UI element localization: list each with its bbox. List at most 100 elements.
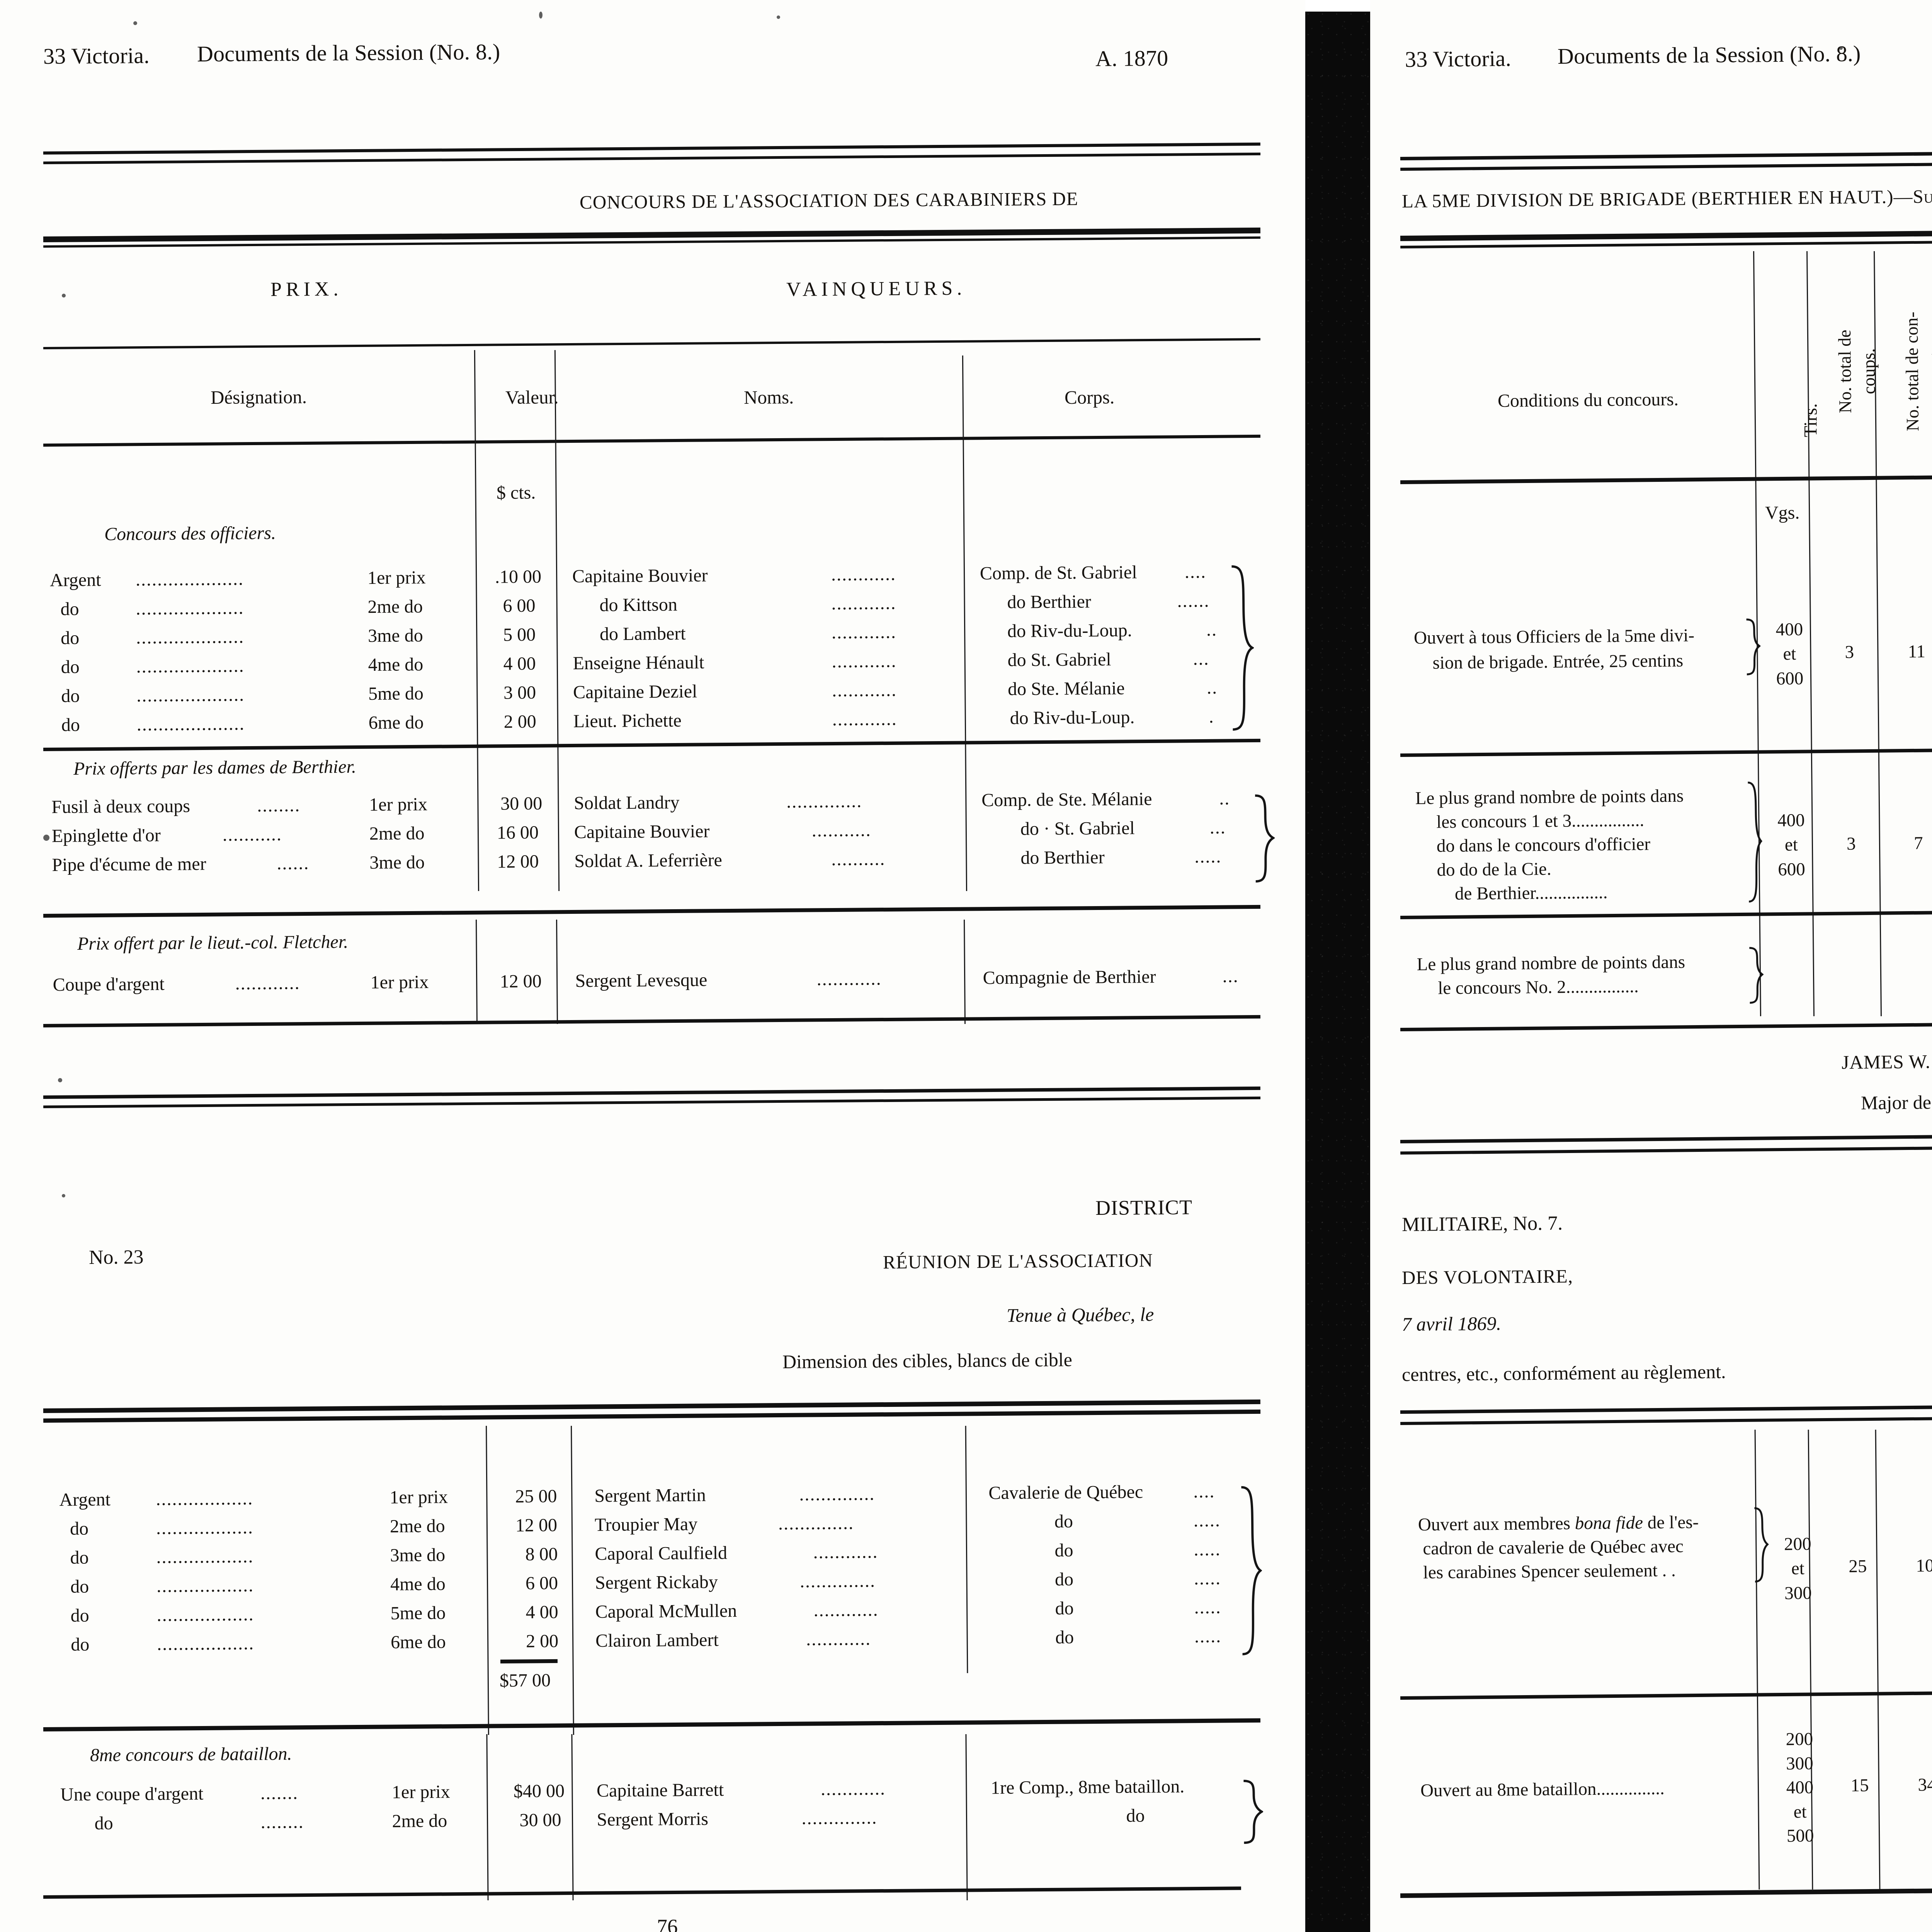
rule-table2-bottom — [43, 1886, 1241, 1899]
row-corps: Cavalerie de Québec — [988, 1481, 1143, 1503]
row-nom: Sergent Morris — [597, 1808, 709, 1830]
column-header-corps: Corps. — [1064, 386, 1115, 408]
row-designation: Pipe d'écume de mer — [52, 854, 206, 876]
row-corps-leader: ... — [1193, 648, 1209, 669]
row-designation: Coupe d'argent — [53, 973, 165, 995]
row-condition-line: de Berthier................ — [1454, 882, 1608, 904]
row-valeur: 12 00 — [500, 971, 542, 992]
row-corps-leader: ..... — [1194, 1539, 1221, 1560]
row-tirs: 400 et 600 — [1777, 810, 1805, 880]
vline2-noms-corps — [965, 1425, 968, 1673]
row-rank: 4me do — [390, 1573, 446, 1595]
rule-table1-bottom — [43, 1015, 1260, 1027]
row-corps-leader: .. — [1206, 677, 1218, 698]
row-nom: Capitaine Deziel — [573, 681, 697, 703]
rule-section-1-2 — [43, 738, 1260, 751]
row-corps: do Ste. Mélanie — [1007, 678, 1125, 699]
row-condition-line: Ouvert aux membres bona fide de l'es- — [1418, 1512, 1699, 1535]
row-corps-leader: ..... — [1194, 1568, 1221, 1589]
row-corps-leader: ... — [1209, 817, 1226, 838]
row-condition-line: sion de brigade. Entrée, 25 centins — [1432, 650, 1684, 673]
row-nom-leader: ........... — [811, 820, 872, 841]
row-nom: Sergent Levesque — [575, 969, 707, 992]
row-condition-line: Ouvert à tous Officiers de la 5me divi- — [1413, 625, 1695, 648]
rule-group-header — [43, 338, 1260, 349]
row-designation: Une coupe d'argent — [60, 1783, 204, 1805]
row-designation: do — [70, 1576, 89, 1597]
row-nom: Capitaine Bouvier — [572, 565, 708, 587]
row-rank: 2me do — [369, 823, 425, 844]
scan-speckle — [62, 294, 66, 298]
row-valeur: 12 00 — [515, 1515, 558, 1536]
district-heading: DISTRICT — [1095, 1196, 1193, 1219]
row-valeur: 4 00 — [526, 1602, 558, 1623]
row-nom: Caporal McMullen — [595, 1600, 737, 1622]
row-rank: 6me do — [390, 1631, 446, 1653]
tenue-line: Tenue à Québec, le — [1006, 1303, 1154, 1326]
row-designation: do — [61, 685, 80, 706]
vline3-noms-corps — [965, 1734, 968, 1900]
scan-speckle — [43, 835, 49, 841]
row-leader: .................. — [157, 1633, 255, 1655]
rule-before-8me — [43, 1718, 1260, 1731]
row-designation: do — [70, 1518, 89, 1539]
row-corps: do — [1054, 1569, 1074, 1590]
row-rank: 3me do — [369, 852, 425, 873]
brace-icon — [1240, 1486, 1262, 1656]
row-leader: ........ — [260, 1811, 304, 1833]
row-nom: Enseigne Hénault — [573, 652, 704, 674]
section-title-8me: 8me concours de bataillon. — [90, 1743, 292, 1765]
row-leader: .................. — [156, 1604, 254, 1626]
row-rank: 1er prix — [391, 1781, 450, 1803]
vline-noms-corps — [962, 355, 968, 891]
row-corps: 1re Comp., 8me bataillon. — [990, 1776, 1185, 1798]
rule-rtable2-mid — [1400, 1685, 1932, 1700]
brace-icon — [1253, 794, 1275, 884]
row-leader: .................. — [156, 1488, 253, 1510]
rule-rrow-1-2 — [1400, 742, 1932, 757]
signature-name: JAMES W. HANSON, Lieut.-Col., — [1841, 1049, 1932, 1073]
row-condition-line: Ouvert au 8me bataillon............... — [1420, 1778, 1665, 1801]
row-nom-leader: ............ — [813, 1599, 879, 1621]
row-nom: do Kittson — [599, 594, 678, 616]
row-valeur: 4 00 — [503, 653, 536, 674]
row-rank: 1er prix — [389, 1486, 448, 1508]
column-header-noms: Noms. — [743, 386, 794, 408]
row-designation: do — [71, 1634, 90, 1655]
row-nom: do Lambert — [599, 623, 686, 645]
row-coups: 3 — [1845, 642, 1854, 662]
row-corps-leader: .... — [1184, 561, 1207, 582]
vline-designation-valeur — [476, 919, 478, 1024]
row-valeur: .10 00 — [495, 566, 542, 587]
row-valeur: 6 00 — [525, 1573, 558, 1594]
row-tirs: 200 300 400 et 500 — [1786, 1729, 1814, 1846]
row-corps: do — [1055, 1627, 1074, 1648]
row-valeur: 25 00 — [515, 1486, 557, 1507]
row-corps: do Riv-du-Loup. — [1010, 707, 1135, 728]
row-nom-leader: .............. — [778, 1512, 854, 1534]
group-header-vainqueurs: VAINQUEURS. — [786, 277, 966, 301]
left-caption: CONCOURS DE L'ASSOCIATION DES CARABINIER… — [579, 188, 1078, 213]
row-condition-line: Le plus grand nombre de points dans — [1415, 786, 1684, 809]
row-nom: Soldat Landry — [574, 792, 680, 814]
rule-head-double — [1400, 146, 1932, 172]
row-nom-leader: ............ — [832, 651, 897, 672]
row-condition-line: les concours 1 et 3................ — [1436, 810, 1645, 832]
row-corps-leader: ... — [1222, 966, 1239, 986]
rule-table2-top — [43, 1399, 1261, 1423]
row-corps: do · St. Gabriel — [1020, 818, 1135, 839]
row-corps-leader: ..... — [1194, 846, 1222, 867]
column-header-designation: Désignation. — [210, 386, 307, 408]
rvline2-coups — [1875, 1429, 1881, 1889]
rule-table-top — [43, 227, 1261, 249]
row-condition-line: Le plus grand nombre de points dans — [1417, 952, 1685, 975]
row-nom: Lieut. Pichette — [573, 710, 682, 732]
row-rank: 3me do — [367, 625, 423, 646]
row-nom-leader: .............. — [799, 1483, 875, 1505]
district-number: No. 23 — [88, 1246, 144, 1269]
rule-rtable2-bottom — [1400, 1882, 1932, 1898]
row-corps: Comp. de Ste. Mélanie — [981, 789, 1152, 811]
militaire-heading: MILITAIRE, No. 7. — [1401, 1212, 1563, 1236]
row-rank: 5me do — [368, 683, 424, 704]
rule-total-line — [500, 1659, 558, 1663]
